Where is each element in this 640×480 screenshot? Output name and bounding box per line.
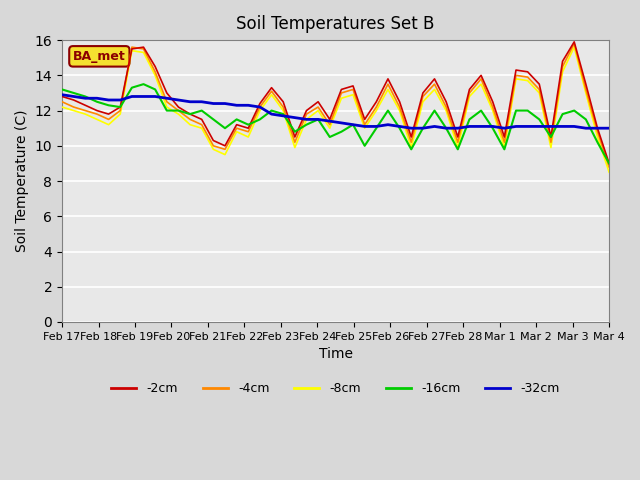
- Text: BA_met: BA_met: [73, 50, 125, 63]
- Title: Soil Temperatures Set B: Soil Temperatures Set B: [236, 15, 435, 33]
- Legend: -2cm, -4cm, -8cm, -16cm, -32cm: -2cm, -4cm, -8cm, -16cm, -32cm: [106, 377, 564, 400]
- X-axis label: Time: Time: [319, 347, 353, 361]
- Y-axis label: Soil Temperature (C): Soil Temperature (C): [15, 110, 29, 252]
